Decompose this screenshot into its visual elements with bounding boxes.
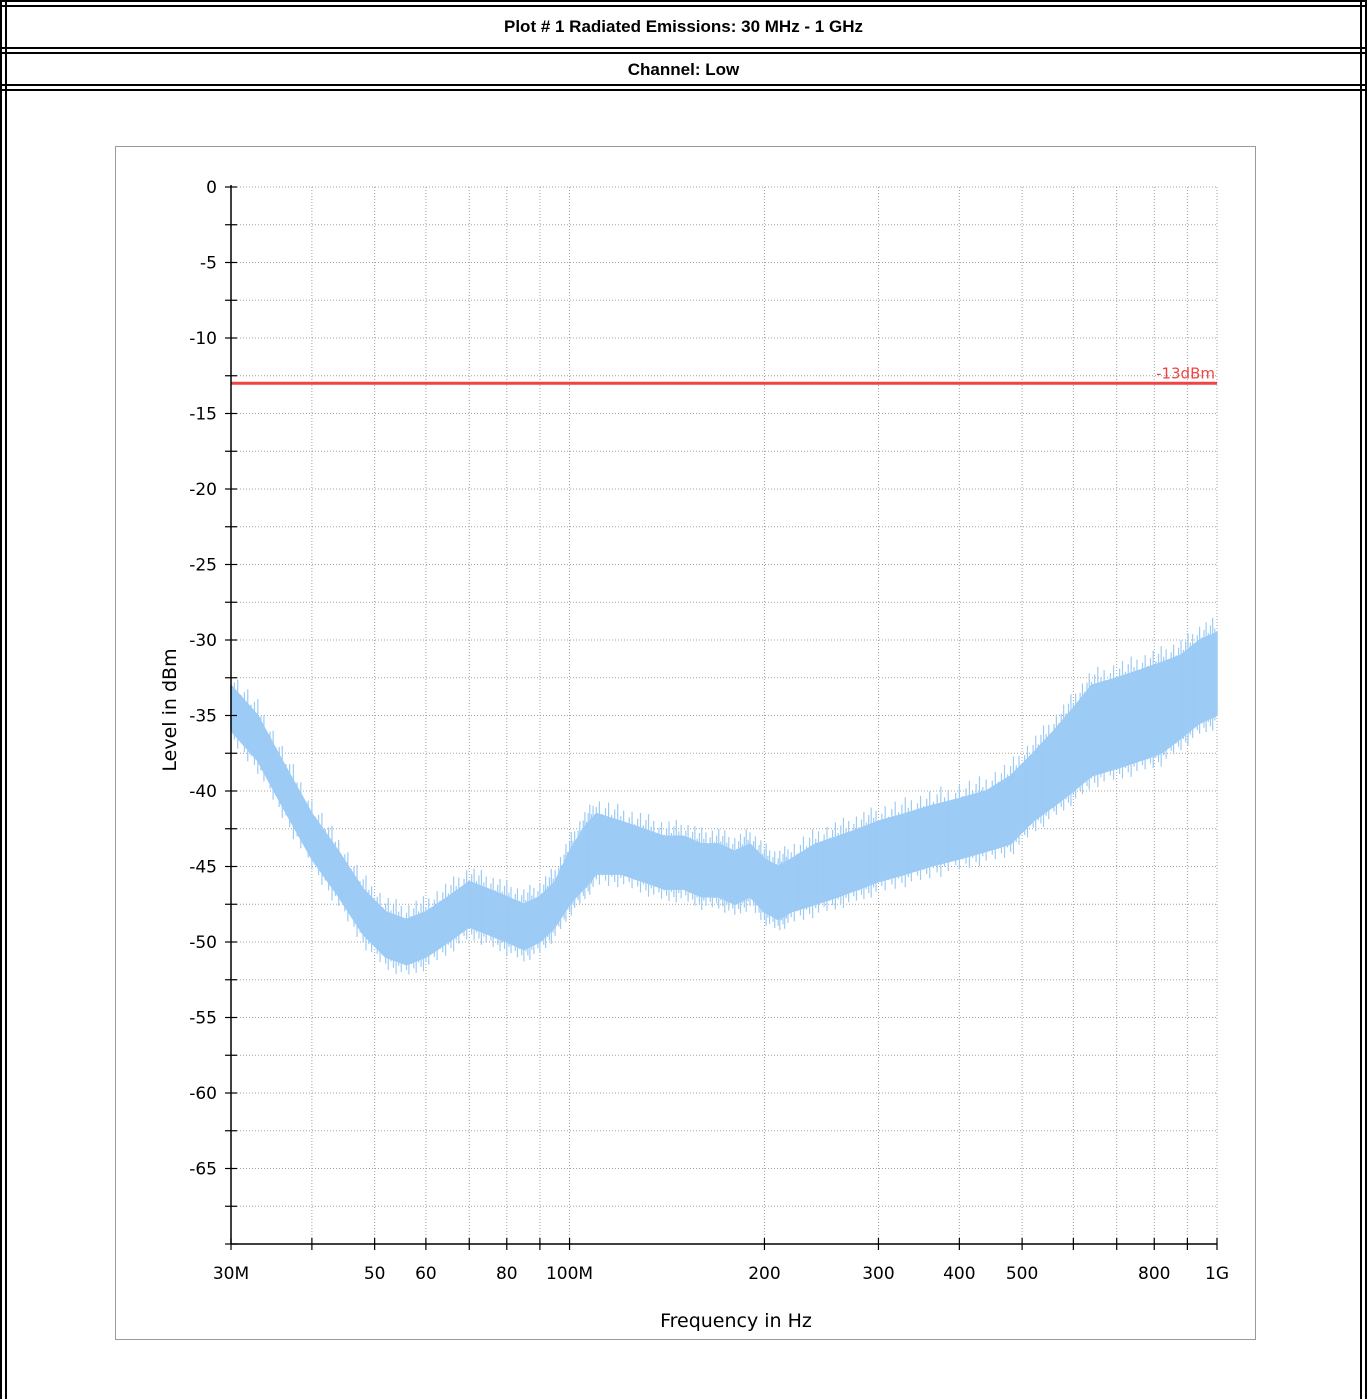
- y-tick-label: -5: [200, 254, 217, 274]
- x-tick-label: 1G: [1205, 1264, 1229, 1284]
- frame-top-border: [0, 0, 1367, 7]
- y-tick-label: -10: [189, 329, 217, 349]
- y-tick-label: -20: [189, 480, 217, 500]
- channel-divider: [0, 84, 1367, 91]
- y-tick-label: -35: [189, 707, 217, 727]
- x-axis-label: Frequency in Hz: [660, 1310, 812, 1332]
- limit-line-label: -13dBm: [1156, 364, 1215, 382]
- y-tick-label: -50: [189, 933, 217, 953]
- y-tick-label: -40: [189, 782, 217, 802]
- x-tick-label: 30M: [213, 1264, 249, 1284]
- plot-title: Plot # 1 Radiated Emissions: 30 MHz - 1 …: [504, 17, 863, 36]
- x-tick-label: 400: [943, 1264, 975, 1284]
- x-tick-label: 800: [1138, 1264, 1170, 1284]
- y-tick-label: -65: [189, 1160, 217, 1180]
- y-tick-label: -15: [189, 405, 217, 425]
- y-tick-label: -45: [189, 858, 217, 878]
- channel-label: Channel: Low: [627, 60, 740, 79]
- axes: 0 -5 -10 -15 -20 -25 -30 -35 -40 -45 -50 -55 -60 -65 3…: [189, 178, 1229, 1284]
- y-tick-label: -55: [189, 1009, 217, 1029]
- frame-right-border: [1360, 0, 1367, 1399]
- x-tick-label: 100M: [546, 1264, 593, 1284]
- y-tick-label: -25: [189, 556, 217, 576]
- x-tick-label: 500: [1006, 1264, 1038, 1284]
- y-axis-label: Level in dBm: [159, 648, 181, 771]
- frame-left-border: [0, 0, 7, 1399]
- limit-line-layer: -13dBm: [231, 364, 1217, 385]
- series-layer: [230, 617, 1218, 975]
- x-tick-label: 60: [415, 1264, 437, 1284]
- x-tick-label: 300: [862, 1264, 894, 1284]
- y-tick-label: 0: [206, 178, 217, 198]
- title-divider: [0, 47, 1367, 54]
- y-tick-label: -60: [189, 1084, 217, 1104]
- x-tick-label: 200: [748, 1264, 780, 1284]
- x-tick-label: 80: [496, 1264, 518, 1284]
- y-tick-label: -30: [189, 631, 217, 651]
- x-tick-label: 50: [364, 1264, 386, 1284]
